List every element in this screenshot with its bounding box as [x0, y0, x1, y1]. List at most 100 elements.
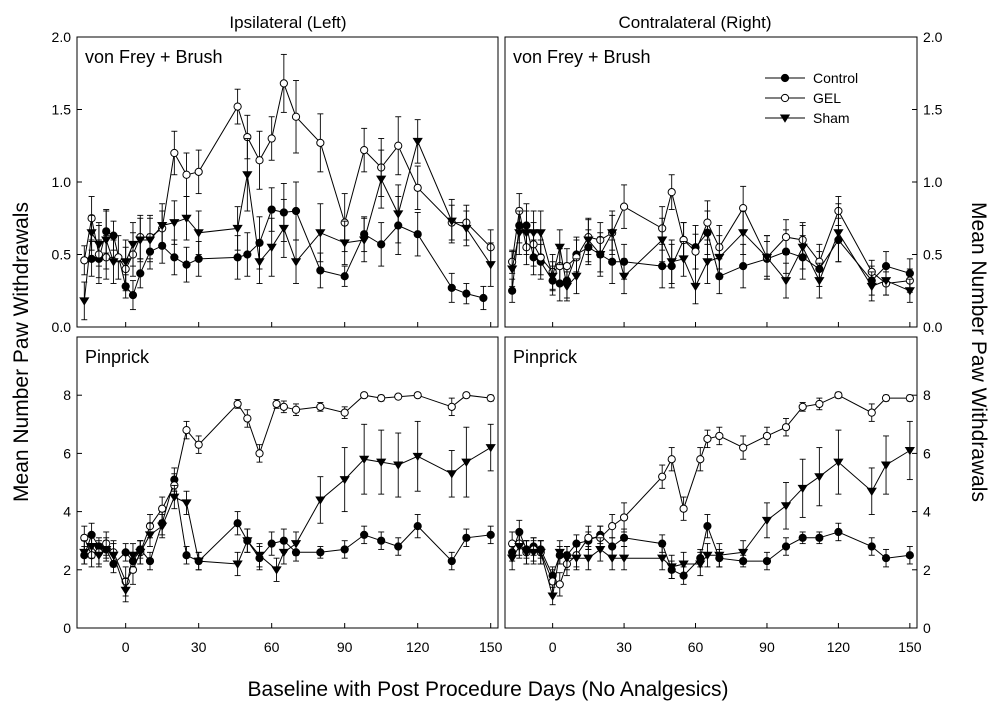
x-tick-label: 90 — [759, 639, 775, 655]
x-tick-label: 120 — [827, 639, 851, 655]
series-control — [508, 203, 914, 303]
data-point — [798, 533, 807, 542]
data-point — [561, 554, 573, 563]
data-point — [657, 236, 668, 245]
series-sham — [79, 420, 496, 603]
data-point — [145, 556, 155, 566]
data-point — [528, 229, 539, 238]
data-point — [815, 533, 824, 542]
data-point — [447, 402, 456, 411]
y-tick-label: 0 — [63, 620, 71, 636]
panel-title: von Frey + Brush — [513, 47, 651, 67]
data-point — [291, 206, 301, 216]
data-point — [702, 551, 713, 560]
data-point — [514, 229, 525, 238]
data-point — [340, 408, 349, 417]
data-point — [233, 399, 242, 409]
data-point — [377, 536, 386, 545]
data-point — [834, 391, 843, 400]
data-point — [446, 470, 457, 479]
data-point — [291, 405, 301, 414]
data-point — [479, 293, 488, 303]
data-point — [528, 548, 539, 558]
y-tick-label: 2 — [63, 562, 71, 578]
data-point — [607, 229, 618, 238]
data-point — [79, 548, 90, 558]
data-point — [608, 522, 617, 531]
data-point — [120, 258, 131, 267]
data-point — [170, 253, 179, 262]
y-tick-label: 0.5 — [923, 247, 943, 263]
data-point — [271, 566, 282, 575]
data-point — [447, 556, 456, 566]
column-title-left: Ipsilateral (Left) — [229, 13, 346, 32]
data-point — [781, 542, 791, 551]
data-point — [485, 261, 496, 270]
data-point — [797, 484, 808, 494]
x-tick-label: 30 — [616, 639, 632, 655]
series-gel — [80, 53, 495, 292]
data-point — [833, 229, 844, 238]
y-tick-label: 4 — [63, 504, 71, 520]
data-point — [595, 251, 606, 260]
data-point — [272, 399, 281, 409]
data-point — [233, 253, 242, 262]
data-point — [193, 557, 204, 566]
data-point — [696, 455, 705, 464]
data-point — [255, 156, 264, 165]
data-point — [339, 476, 350, 485]
series-line — [83, 447, 491, 593]
data-point — [583, 554, 594, 563]
data-point — [86, 543, 97, 552]
data-point — [376, 175, 387, 184]
panel-vfb-contralateral: von Frey + Brush 0.0 0.5 1.0 1.5 2.0 — [504, 29, 943, 335]
y-tick-label: 2 — [923, 562, 931, 578]
data-point — [797, 243, 808, 252]
y-axis-title-left: Mean Number Paw Withdrawals — [10, 202, 33, 502]
data-point — [535, 229, 546, 238]
series-gel — [508, 174, 914, 296]
data-point — [571, 554, 582, 563]
data-point — [93, 551, 105, 560]
data-point — [904, 287, 915, 296]
data-point — [169, 219, 180, 228]
data-point — [315, 229, 326, 238]
data-point — [316, 548, 325, 557]
x-tick-label: 30 — [191, 639, 207, 655]
data-point — [376, 458, 387, 467]
series-line — [512, 394, 910, 586]
data-point — [486, 530, 495, 539]
data-point — [93, 240, 105, 250]
data-point — [128, 291, 138, 300]
data-point — [394, 392, 403, 401]
x-tick-label: 150 — [898, 639, 922, 655]
legend-label: GEL — [813, 90, 841, 106]
data-point — [486, 394, 495, 403]
data-point — [144, 236, 156, 245]
data-point — [266, 243, 277, 252]
data-point — [691, 247, 700, 256]
data-point — [316, 402, 325, 411]
data-point — [904, 447, 915, 456]
y-tick-label: 2.0 — [52, 29, 72, 45]
data-point — [170, 148, 179, 158]
series-sham — [507, 203, 915, 305]
data-point — [738, 229, 749, 238]
data-point — [135, 236, 146, 245]
data-point — [761, 516, 773, 526]
series-line — [511, 192, 910, 285]
data-point — [359, 455, 370, 464]
y-tick-label: 8 — [63, 387, 71, 403]
legend-marker — [779, 114, 791, 123]
data-point — [815, 399, 824, 409]
data-point — [290, 540, 302, 549]
data-point — [360, 530, 369, 539]
y-tick-label: 0.0 — [923, 319, 943, 335]
data-point — [339, 239, 350, 248]
data-point — [462, 289, 471, 298]
data-point — [780, 277, 792, 286]
data-point — [181, 214, 192, 223]
data-point — [562, 262, 572, 271]
data-point — [571, 272, 582, 281]
